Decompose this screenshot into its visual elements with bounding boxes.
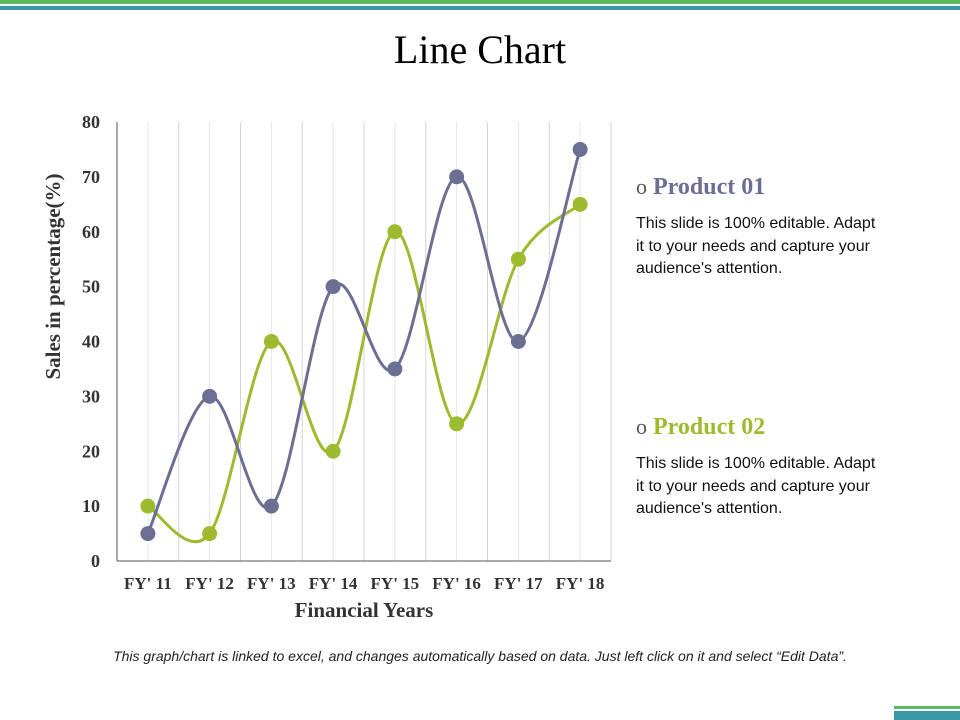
data-point-product-02 bbox=[140, 498, 156, 514]
x-tick-label: FY' 12 bbox=[185, 574, 234, 593]
legend-bullet-icon: o bbox=[636, 174, 647, 199]
legend-product-02-title: o Product 02 bbox=[636, 414, 765, 441]
data-point-product-01 bbox=[263, 498, 279, 514]
x-tick-label: FY' 11 bbox=[124, 574, 172, 593]
data-point-product-01 bbox=[449, 169, 465, 185]
series-line-product-02 bbox=[147, 203, 582, 544]
footer-note: This graph/chart is linked to excel, and… bbox=[113, 648, 847, 664]
y-tick-label: 50 bbox=[82, 277, 100, 297]
data-point-product-01 bbox=[202, 388, 218, 404]
y-tick-label: 30 bbox=[82, 386, 100, 406]
y-tick-label: 70 bbox=[82, 167, 100, 187]
top-accent-bar-teal bbox=[0, 6, 960, 10]
x-tick-label: FY' 15 bbox=[371, 574, 420, 593]
data-point-product-01 bbox=[325, 279, 341, 295]
y-axis-title: Sales in percentage(%) bbox=[41, 173, 65, 379]
data-point-product-02 bbox=[510, 251, 526, 267]
bottom-accent-bar-green bbox=[894, 706, 960, 709]
x-tick-label: FY' 13 bbox=[247, 574, 296, 593]
x-tick-label: FY' 18 bbox=[556, 574, 605, 593]
x-axis-title: Financial Years bbox=[295, 598, 434, 622]
y-tick-label: 60 bbox=[82, 222, 100, 242]
legend-bullet-icon: o bbox=[636, 414, 647, 439]
legend-product-01-label: Product 01 bbox=[653, 174, 766, 200]
bottom-accent-bar-teal bbox=[894, 711, 960, 720]
data-point-product-02 bbox=[387, 224, 403, 240]
data-point-product-02 bbox=[572, 196, 588, 212]
data-point-product-02 bbox=[263, 334, 279, 349]
legend-product-01-title: o Product 01 bbox=[636, 174, 765, 201]
data-point-product-02 bbox=[449, 416, 465, 432]
data-point-product-01 bbox=[510, 334, 526, 349]
legend-product-01-description: This slide is 100% editable. Adapt it to… bbox=[636, 215, 876, 277]
y-tick-label: 10 bbox=[82, 496, 100, 516]
data-point-product-01 bbox=[572, 141, 588, 157]
data-point-product-01 bbox=[387, 361, 403, 377]
y-tick-label: 0 bbox=[91, 551, 100, 571]
x-tick-label: FY' 17 bbox=[494, 574, 543, 593]
line-chart[interactable]: 0 10 20 30 40 50 60 70 80 FY' 11 FY' 12 FY' 13 FY' 1… bbox=[0, 0, 960, 640]
data-point-product-02 bbox=[325, 443, 341, 459]
data-point-product-01 bbox=[140, 526, 156, 542]
y-tick-label: 80 bbox=[82, 112, 100, 132]
top-accent-bar-green bbox=[0, 0, 960, 4]
y-tick-label: 40 bbox=[82, 332, 100, 352]
x-tick-label: FY' 16 bbox=[432, 574, 481, 593]
y-tick-label: 20 bbox=[82, 441, 100, 461]
data-point-product-02 bbox=[202, 526, 218, 542]
legend-product-02-description: This slide is 100% editable. Adapt it to… bbox=[636, 455, 876, 517]
legend-product-02-label: Product 02 bbox=[653, 414, 766, 440]
x-tick-label: FY' 14 bbox=[309, 574, 358, 593]
slide-title: Line Chart bbox=[393, 27, 567, 72]
